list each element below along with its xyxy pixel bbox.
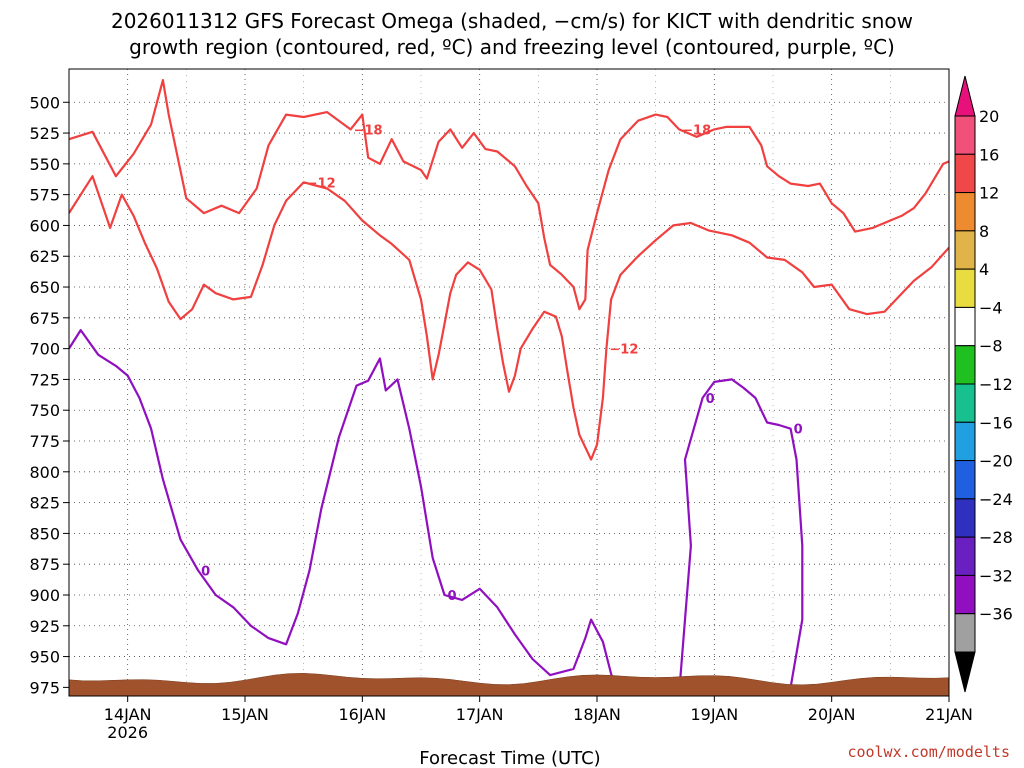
colorbar-upper-arrow [954, 75, 976, 117]
y-tick-label: 825 [29, 494, 60, 513]
contour-label: −12 [307, 176, 336, 191]
colorbar-label: 12 [979, 184, 999, 203]
contour-dgz_minus12 [69, 175, 949, 461]
colorbar-swatch [954, 613, 976, 653]
y-tick-label: 675 [29, 309, 60, 328]
y-tick-label: 725 [29, 370, 60, 389]
terrain-band [69, 673, 949, 696]
contour-label: 0 [201, 564, 210, 579]
colorbar-swatch [954, 536, 976, 576]
colorbar-swatch [954, 230, 976, 270]
colorbar-swatch [954, 268, 976, 308]
colorbar-label: −32 [979, 566, 1013, 585]
y-tick-label: 850 [29, 524, 60, 543]
y-tick-label: 550 [29, 155, 60, 174]
y-tick-label: 775 [29, 432, 60, 451]
grid-lines [69, 69, 949, 696]
x-tick-label: 17JAN [456, 705, 504, 724]
y-tick-label: 750 [29, 401, 60, 420]
colorbar-lower-arrow [954, 651, 976, 693]
x-tick-label: 19JAN [690, 705, 738, 724]
x-tick-label: 15JAN [221, 705, 269, 724]
y-tick-label: 650 [29, 278, 60, 297]
colorbar-swatch [954, 498, 976, 538]
y-tick-label: 900 [29, 586, 60, 605]
colorbar-swatch [954, 383, 976, 423]
y-tick-label: 950 [29, 648, 60, 667]
contour-freezing_0C_late [678, 378, 804, 694]
colorbar-label: 4 [979, 260, 989, 279]
y-tick-label: 625 [29, 247, 60, 266]
colorbar-swatch [954, 421, 976, 462]
colorbar-swatch [954, 115, 976, 155]
y-tick-label: 500 [29, 93, 60, 112]
contour-lines: −18 −18 −12 −12 0 0 0 0 [69, 79, 949, 694]
contour-label: 0 [794, 423, 803, 438]
y-tick-label: 600 [29, 216, 60, 235]
y-axis-ticks: 500 525 550 575 600 625 650 675 700 725 750 775 800 8… [29, 93, 69, 697]
x-tick-label: 21JAN [925, 705, 973, 724]
colorbar-label: −12 [979, 375, 1013, 394]
colorbar-swatch [954, 153, 976, 194]
x-tick-label: 18JAN [573, 705, 621, 724]
chart-title-line1: 2026011312 GFS Forecast Omega (shaded, −… [111, 9, 913, 33]
colorbar-swatch [954, 460, 976, 500]
y-tick-label: 800 [29, 463, 60, 482]
colorbar-label: −24 [979, 490, 1013, 509]
colorbar-label: −16 [979, 413, 1013, 432]
colorbar-label: −28 [979, 528, 1013, 547]
x-tick-label: 16JAN [338, 705, 386, 724]
y-tick-label: 975 [29, 678, 60, 697]
colorbar-swatch [954, 306, 976, 347]
colorbar-label: −8 [979, 337, 1003, 356]
credit-text: coolwx.com/modelts [847, 743, 1010, 761]
contour-label: 0 [447, 589, 456, 604]
chart-title-line2: growth region (contoured, red, ºC) and f… [129, 35, 895, 59]
x-tick-label: 14JAN [104, 705, 152, 724]
colorbar-label: 8 [979, 222, 989, 241]
colorbar-swatch [954, 345, 976, 385]
x-axis-label: Forecast Time (UTC) [419, 748, 600, 768]
y-tick-label: 700 [29, 340, 60, 359]
colorbar-label: −4 [979, 298, 1003, 317]
y-tick-label: 925 [29, 617, 60, 636]
contour-label: −18 [682, 123, 711, 138]
terrain-surface [69, 673, 949, 696]
colorbar-swatch [954, 192, 976, 232]
y-tick-label: 875 [29, 555, 60, 574]
colorbar-swatch [954, 574, 976, 615]
contour-dgz_minus18_upper [69, 79, 949, 311]
plot-frame [68, 68, 950, 697]
colorbar-label: 20 [979, 107, 999, 126]
colorbar: 20 16 12 8 4 −4 −8 −12 −16 −20 −24 −28 −32 −36 [954, 75, 1013, 693]
contour-freezing_0C [69, 329, 616, 688]
colorbar-label: −36 [979, 605, 1013, 624]
contour-label: −12 [609, 343, 638, 358]
y-tick-label: 525 [29, 124, 60, 143]
colorbar-label: 16 [979, 145, 999, 164]
x-tick-label: 20JAN [808, 705, 856, 724]
y-tick-label: 575 [29, 186, 60, 205]
contour-label: −18 [354, 123, 383, 138]
colorbar-label: −20 [979, 452, 1013, 471]
contour-label: 0 [706, 392, 715, 407]
x-year-label: 2026 [107, 723, 148, 742]
